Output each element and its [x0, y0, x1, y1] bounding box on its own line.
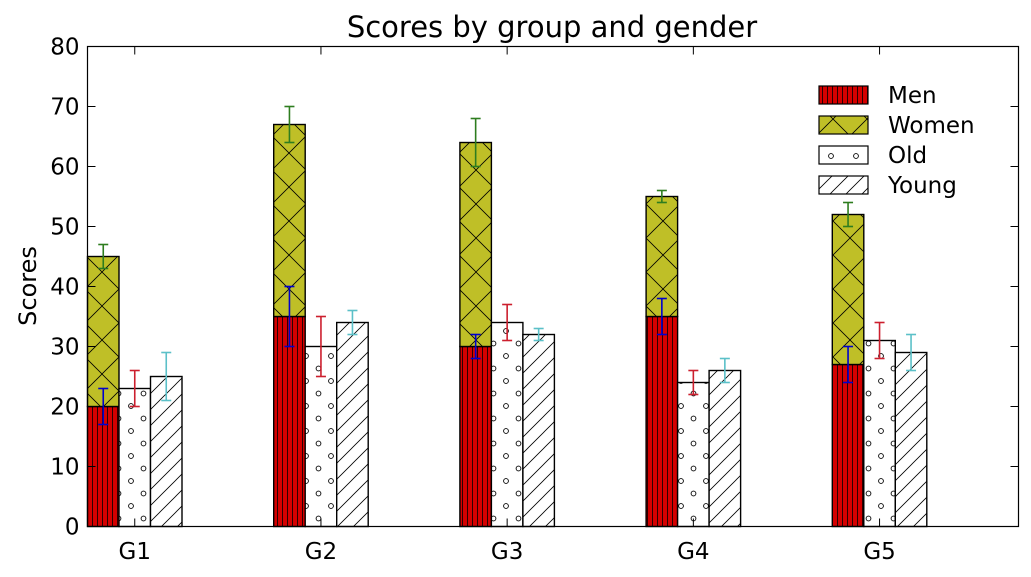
legend-label-old: Old [888, 143, 927, 169]
x-tick-label-g3: G3 [491, 539, 523, 565]
y-tick-label: 50 [50, 215, 79, 241]
x-tick-label-g2: G2 [305, 539, 337, 565]
legend-swatch-young [818, 175, 869, 195]
bar-men-g2 [273, 315, 306, 528]
y-tick-label: 80 [50, 35, 79, 61]
bar-men-g3 [459, 345, 493, 528]
error-bars-layer [98, 105, 917, 426]
legend-swatch-old [818, 145, 869, 165]
bar-old-g5 [863, 339, 896, 528]
bar-old-g1 [118, 387, 152, 528]
bar-women-g3 [459, 141, 493, 348]
plot-area-frame [86, 45, 1020, 528]
y-tick-label: 10 [50, 455, 79, 481]
bar-young-g3 [522, 333, 556, 528]
y-tick-label: 20 [50, 395, 79, 421]
legend-label-young: Young [887, 173, 957, 199]
x-tick-label-g4: G4 [677, 539, 709, 565]
bar-old-g4 [676, 381, 710, 528]
x-tick-label-g5: G5 [863, 539, 895, 565]
y-tick-label: 60 [50, 155, 79, 181]
chart-title: Scores by group and gender [347, 10, 757, 44]
bar-women-g5 [831, 213, 865, 366]
bar-young-g2 [336, 321, 369, 528]
legend-swatch-men [818, 85, 869, 105]
bar-women-g1 [86, 255, 120, 408]
legend: Men Women Old Young [818, 83, 975, 199]
y-tick-label: 30 [50, 335, 79, 361]
x-tick-label-g1: G1 [119, 539, 151, 565]
y-axis-label: Scores [14, 246, 42, 326]
legend-swatch-women [818, 115, 869, 135]
y-tick-label: 70 [50, 95, 79, 121]
bar-old-g3 [490, 321, 524, 528]
bar-men-g5 [831, 363, 865, 528]
x-axis: G1 G2 G3 G4 G5 [119, 46, 896, 565]
legend-label-men: Men [888, 83, 937, 109]
y-tick-label: 40 [50, 275, 79, 301]
bar-young-g1 [149, 375, 183, 528]
bars-layer [86, 123, 928, 528]
bar-men-g4 [645, 315, 679, 528]
bar-young-g5 [894, 351, 928, 528]
legend-label-women: Women [888, 113, 975, 139]
bar-young-g4 [708, 369, 742, 528]
y-tick-label: 0 [65, 515, 80, 541]
